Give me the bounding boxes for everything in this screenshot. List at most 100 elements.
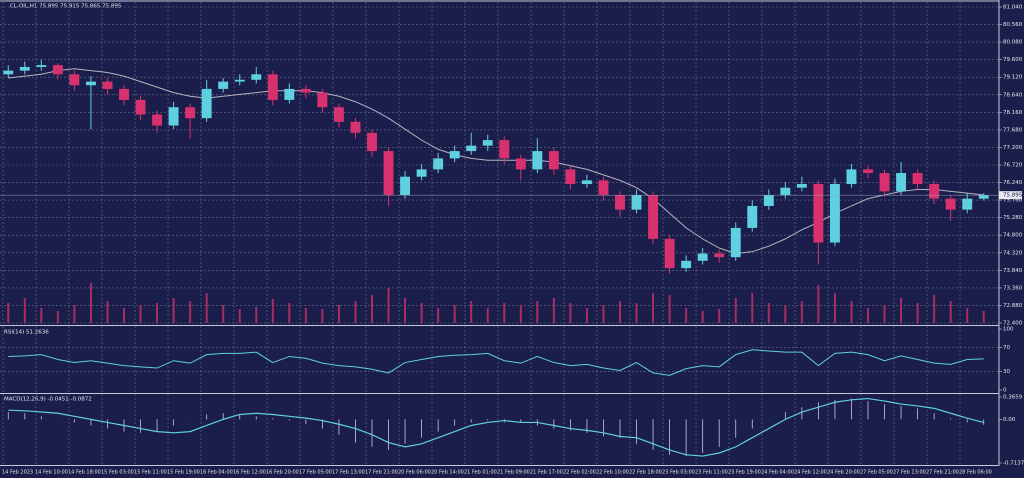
x-tick-label: 27 Feb 05:00 bbox=[860, 470, 893, 476]
candle-body bbox=[218, 81, 229, 89]
volume-bar bbox=[668, 295, 671, 323]
macd-bar bbox=[685, 419, 687, 457]
volume-bar bbox=[883, 305, 886, 323]
macd-bar bbox=[751, 419, 753, 429]
macd-bar bbox=[322, 419, 323, 429]
candle-body bbox=[69, 74, 80, 86]
volume-bar bbox=[949, 301, 952, 323]
candle-body bbox=[383, 151, 394, 195]
candle-body bbox=[697, 253, 708, 261]
candle-body bbox=[85, 81, 96, 86]
macd-bar bbox=[520, 419, 522, 423]
macd-bar bbox=[24, 413, 26, 420]
candle-body bbox=[598, 180, 609, 195]
volume-bar bbox=[56, 311, 59, 323]
volume-bar bbox=[453, 305, 456, 323]
candle-body bbox=[400, 176, 411, 195]
volume-bar bbox=[982, 311, 985, 323]
volume-bar bbox=[486, 308, 489, 323]
macd-bar bbox=[470, 419, 472, 423]
x-tick-label: 22 Feb 18:00 bbox=[629, 470, 662, 476]
y-tick-label: 79.120 bbox=[1003, 75, 1023, 81]
y-tick-label: 74.800 bbox=[1003, 233, 1023, 239]
candle-body bbox=[796, 184, 807, 188]
x-tick-label: 24 Feb 04:00 bbox=[761, 470, 794, 476]
volume-bar bbox=[404, 298, 407, 323]
candle-body bbox=[631, 194, 642, 210]
x-tick-label: 14 Feb 2023 bbox=[2, 470, 33, 476]
candle-body bbox=[730, 227, 741, 258]
x-tick-label: 20 Feb 06:00 bbox=[398, 470, 431, 476]
macd-bar bbox=[966, 419, 968, 423]
macd-bar bbox=[851, 398, 852, 420]
x-tick-label: 17 Feb 05:00 bbox=[299, 470, 332, 476]
volume-bar bbox=[470, 301, 473, 323]
macd-bar bbox=[421, 419, 422, 438]
x-tick-label: 22 Feb 10:00 bbox=[596, 470, 629, 476]
y-tick-label: 70 bbox=[1003, 345, 1010, 351]
volume-bar bbox=[800, 301, 803, 323]
volume-bar bbox=[685, 308, 688, 323]
volume-bar bbox=[337, 305, 340, 323]
volume-bar bbox=[321, 309, 324, 323]
macd-bar bbox=[818, 402, 819, 420]
y-tick-label: 0.3659 bbox=[1003, 395, 1023, 401]
y-tick-label: 0.00 bbox=[1003, 417, 1016, 423]
candle-body bbox=[449, 151, 460, 159]
macd-bar bbox=[917, 408, 918, 420]
volume-bar bbox=[933, 295, 936, 323]
volume-bar bbox=[817, 285, 820, 323]
candle-body bbox=[945, 198, 956, 210]
volume-bar bbox=[652, 293, 655, 323]
macd-bar bbox=[867, 401, 869, 420]
volume-bar bbox=[536, 301, 539, 323]
macd-bar bbox=[834, 399, 836, 420]
volume-bar bbox=[189, 301, 192, 323]
macd-bar bbox=[784, 412, 786, 420]
volume-bar bbox=[437, 308, 440, 323]
macd-bar bbox=[619, 419, 621, 438]
signal-line bbox=[8, 397, 984, 457]
volume-bar bbox=[304, 308, 307, 323]
volume-bar bbox=[420, 303, 423, 323]
y-tick-label: 80.080 bbox=[1003, 40, 1023, 46]
x-tick-label: 17 Feb 21:00 bbox=[365, 470, 398, 476]
volume-bar bbox=[23, 298, 26, 323]
candle-body bbox=[466, 145, 477, 152]
macd-bar bbox=[636, 419, 637, 444]
macd-bar bbox=[222, 413, 224, 420]
candle-body bbox=[962, 198, 973, 210]
volume-bar bbox=[867, 308, 869, 323]
volume-bar bbox=[585, 308, 588, 323]
volume-bar bbox=[371, 295, 373, 323]
volume-bar bbox=[635, 303, 638, 323]
x-tick-label: 16 Feb 04:00 bbox=[200, 470, 233, 476]
candle-body bbox=[581, 180, 592, 185]
x-tick-label: 24 Feb 12:00 bbox=[794, 470, 827, 476]
candle-body bbox=[3, 70, 14, 75]
candle-body bbox=[333, 107, 344, 122]
candle-body bbox=[482, 140, 493, 146]
candle-body bbox=[813, 184, 824, 243]
volume-bar bbox=[966, 308, 969, 323]
volume-bar bbox=[205, 293, 208, 323]
macd-bar bbox=[140, 419, 141, 433]
rsi-line bbox=[8, 349, 984, 376]
y-tick-label: 78.640 bbox=[1003, 92, 1023, 98]
candle-body bbox=[234, 79, 245, 82]
candle-body bbox=[19, 66, 30, 71]
x-tick-label: 15 Feb 03:00 bbox=[101, 470, 134, 476]
candle-body bbox=[251, 74, 262, 80]
y-tick-label: 79.600 bbox=[1003, 57, 1023, 63]
x-tick-label: 14 Feb 18:00 bbox=[68, 470, 101, 476]
macd-bar bbox=[388, 419, 389, 450]
macd-bar bbox=[570, 419, 571, 431]
x-tick-label: 15 Feb 19:00 bbox=[167, 470, 200, 476]
x-tick-label: 27 Feb 13:00 bbox=[893, 470, 926, 476]
volume-bar bbox=[387, 288, 390, 323]
macd-bar bbox=[487, 419, 489, 421]
macd-bar bbox=[404, 419, 406, 444]
macd-bar bbox=[884, 404, 885, 420]
macd-bar bbox=[702, 419, 704, 453]
candle-body bbox=[648, 194, 659, 239]
